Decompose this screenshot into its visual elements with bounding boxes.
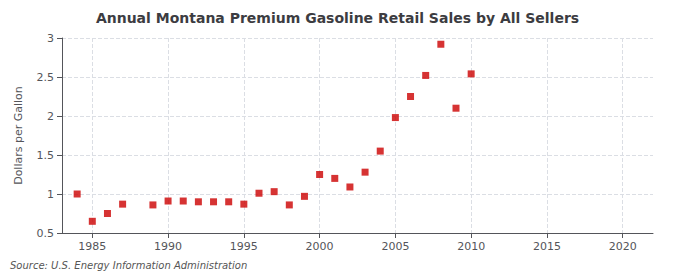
svg-text:3: 3 <box>47 32 54 45</box>
svg-text:2010: 2010 <box>457 240 485 253</box>
svg-text:Source: U.S. Energy Informatio: Source: U.S. Energy Information Administ… <box>10 260 247 271</box>
svg-text:2020: 2020 <box>609 240 637 253</box>
svg-text:2005: 2005 <box>381 240 409 253</box>
svg-text:2: 2 <box>47 110 54 123</box>
svg-text:1: 1 <box>47 188 54 201</box>
svg-text:2000: 2000 <box>306 240 334 253</box>
svg-text:2015: 2015 <box>533 240 561 253</box>
svg-text:1990: 1990 <box>154 240 182 253</box>
svg-text:2.5: 2.5 <box>37 71 55 84</box>
svg-text:0.5: 0.5 <box>37 227 55 240</box>
svg-text:Annual Montana Premium Gasolin: Annual Montana Premium Gasoline Retail S… <box>96 10 579 26</box>
svg-text:Dollars per Gallon: Dollars per Gallon <box>12 86 25 185</box>
svg-text:1995: 1995 <box>230 240 258 253</box>
svg-text:1.5: 1.5 <box>37 149 55 162</box>
svg-text:1985: 1985 <box>78 240 106 253</box>
